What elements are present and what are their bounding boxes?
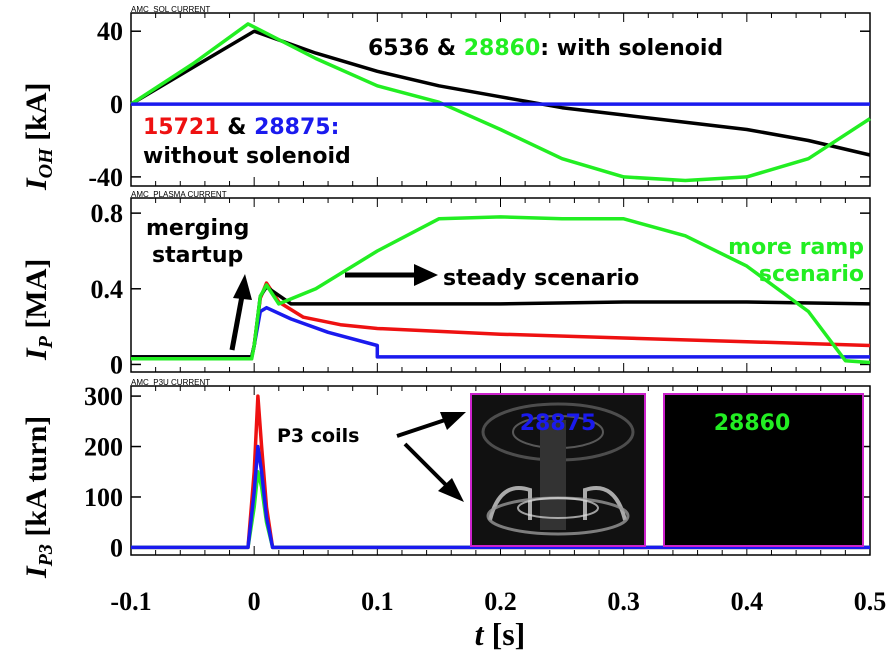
inset-label-28875: 28875	[520, 411, 597, 436]
x-tick-label: 0.3	[607, 587, 640, 616]
oh-series	[130, 22, 871, 183]
x-tick-label: 0.2	[484, 587, 517, 616]
plasma-current-panel: AMC_PLASMA CURRENT 0.8 0.4 0 IP [MA] mergi…	[20, 190, 871, 379]
plasma-ylabel: IP [MA]	[20, 259, 57, 361]
x-axis-label: t [s]	[475, 616, 526, 652]
oh-current-panel: AMC_SOL CURRENT 40 0 -40 IOH [kA] 6536 & 2…	[20, 5, 871, 192]
x-tick-label: 0.5	[854, 587, 887, 616]
oh-ylabel: IOH [kA]	[20, 82, 57, 191]
oh-ticks: 40 0 -40	[88, 13, 871, 192]
with-solenoid-label: 6536 & 28860: with solenoid	[368, 36, 723, 61]
p3-current-panel: AMC_P3U CURRENT 300 200 100 0 IP3 [kA turn]…	[20, 378, 886, 652]
inset-camera-28860: 28860	[663, 393, 864, 547]
more-ramp-label: more ramp	[728, 235, 864, 260]
x-tick-label: 0	[248, 587, 261, 616]
p3-ylabel: IP3 [kA turn]	[20, 416, 57, 579]
startup-label: startup	[152, 243, 243, 268]
without-solenoid-ids: 15721 & 28875:	[143, 115, 339, 140]
p3-series	[131, 394, 870, 550]
steady-arrow	[345, 264, 438, 286]
merging-label: merging	[146, 216, 249, 241]
x-tick-label: -0.1	[110, 587, 151, 616]
x-tick-label: 0.1	[361, 587, 394, 616]
plasma-series-line-3	[131, 215, 871, 365]
p3-ytick-label: 100	[84, 483, 123, 512]
p3-ytick-label: 300	[84, 382, 123, 411]
plasma-series	[131, 215, 871, 365]
oh-ytick-label: 0	[110, 90, 123, 119]
steady-scenario-label: steady scenario	[443, 266, 639, 291]
plasma-ytick-label: 0.8	[91, 199, 124, 228]
oh-series-line-0	[130, 29, 871, 157]
inset-label-28860: 28860	[714, 411, 791, 436]
plasma-panel-id: AMC_PLASMA CURRENT	[131, 190, 227, 199]
oh-panel-id: AMC_SOL CURRENT	[131, 5, 210, 14]
p3-panel-id: AMC_P3U CURRENT	[131, 378, 210, 387]
p3-ytick-label: 0	[110, 533, 123, 562]
oh-series-line-1	[130, 22, 871, 183]
x-tick-labels: -0.1 0 0.1 0.2 0.3 0.4 0.5	[110, 587, 886, 616]
p3-ticks: 300 200 100 0	[84, 382, 871, 562]
plasma-ticks: 0.8 0.4 0	[91, 198, 871, 379]
oh-ytick-label: 40	[97, 17, 123, 46]
plasma-ytick-label: 0	[110, 350, 123, 379]
p3-coils-label: P3 coils	[277, 425, 359, 447]
inset-camera-28875: 28875	[470, 393, 646, 547]
p3-arrow-up	[396, 412, 466, 438]
p3-ytick-label: 200	[84, 433, 123, 462]
oh-ytick-label: -40	[88, 163, 123, 192]
plasma-ytick-label: 0.4	[91, 275, 124, 304]
merging-arrow	[229, 274, 252, 351]
x-tick-label: 0.4	[731, 587, 764, 616]
plasma-series-line-1	[131, 305, 870, 359]
p3-arrow-down	[403, 442, 464, 502]
scenario-label: scenario	[759, 262, 864, 287]
p3-series-line-2	[131, 444, 870, 550]
without-solenoid-label: without solenoid	[143, 144, 351, 169]
